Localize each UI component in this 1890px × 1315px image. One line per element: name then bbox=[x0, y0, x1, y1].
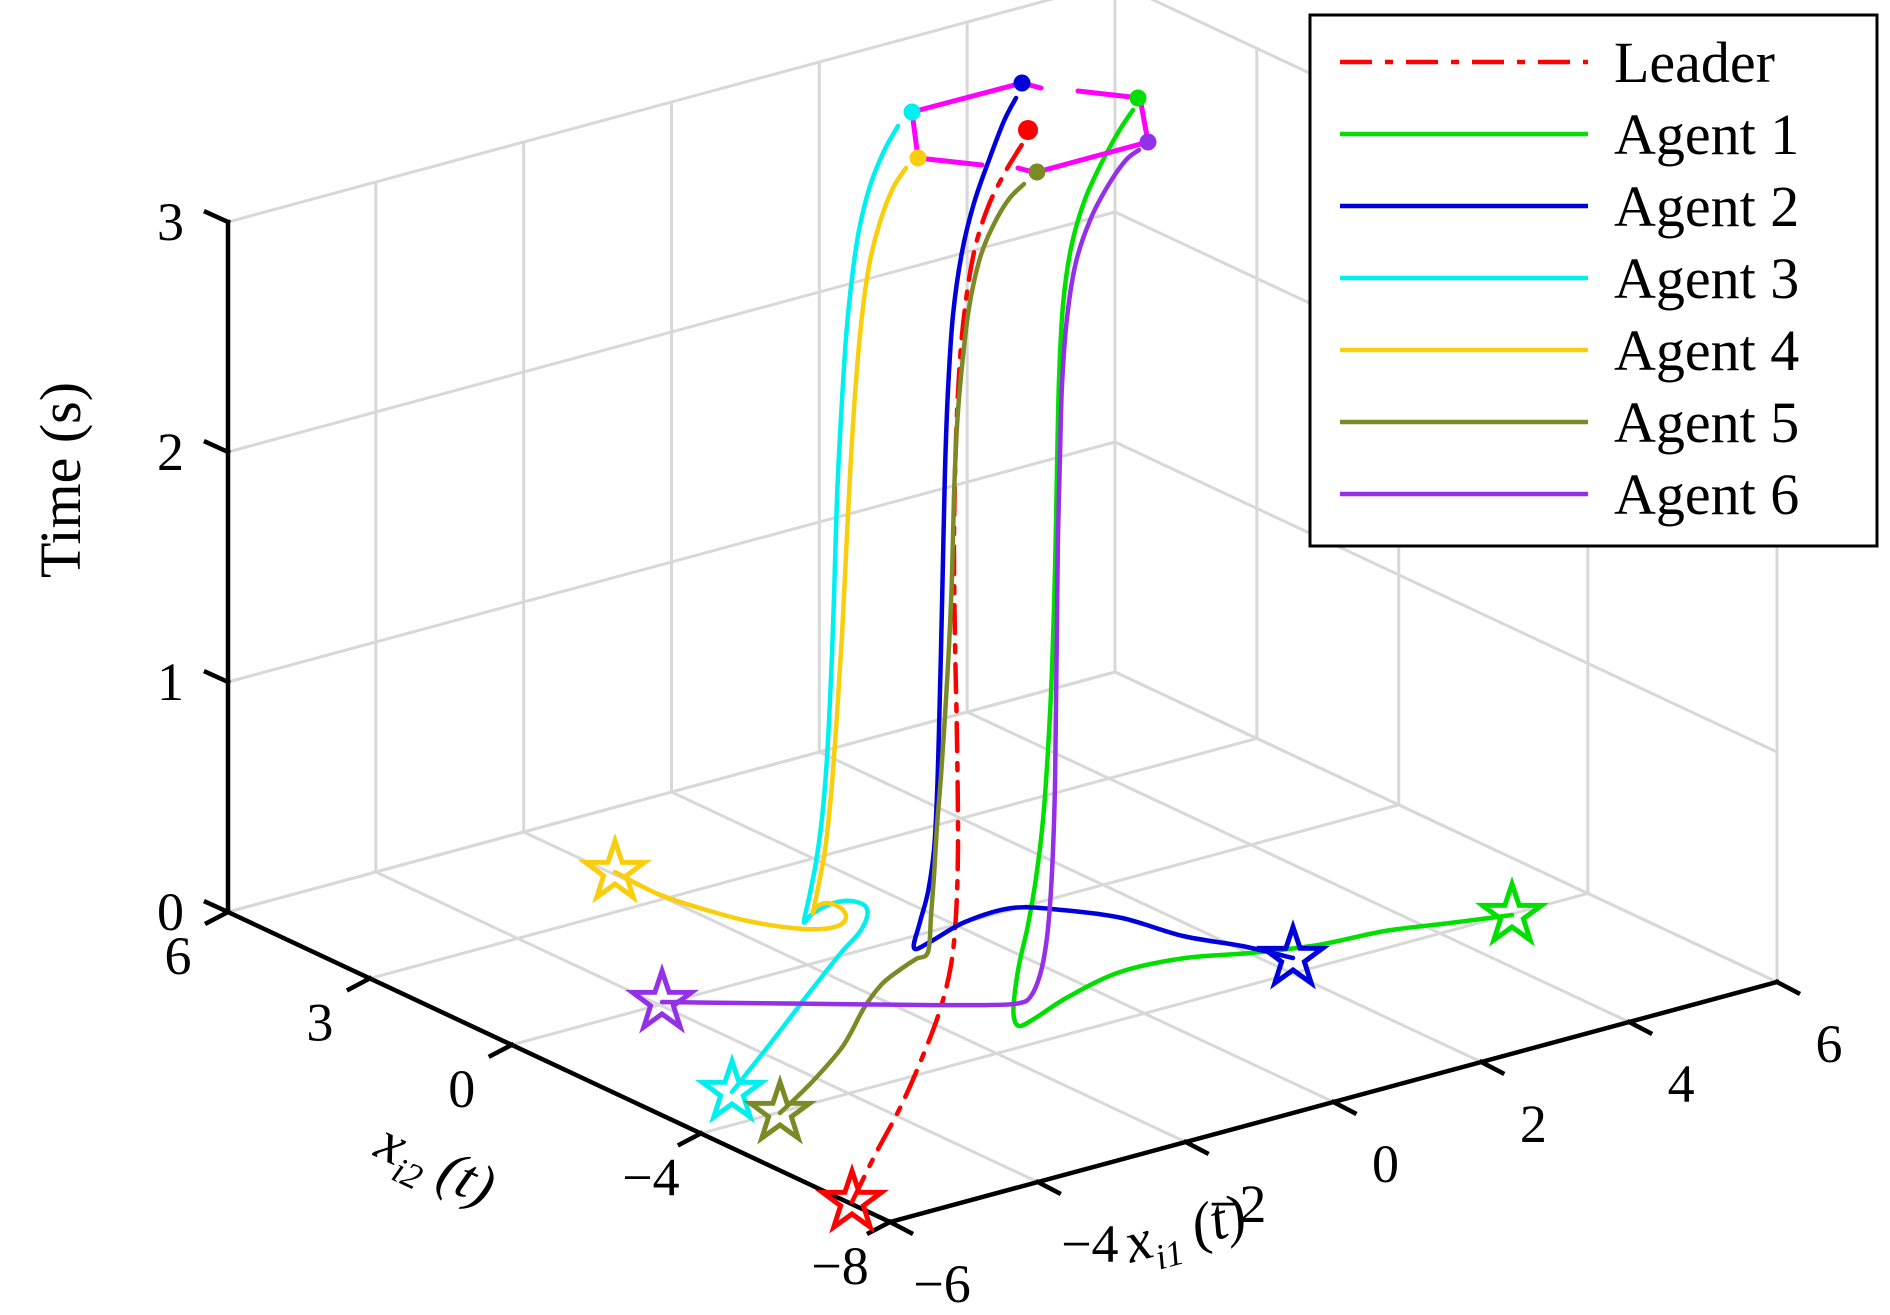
agent-1-trajectory bbox=[1011, 107, 1515, 1029]
x2-tick-mark bbox=[345, 975, 373, 993]
agent-2-start-star bbox=[1255, 919, 1331, 990]
legend-label-agent-6: Agent 6 bbox=[1614, 462, 1799, 527]
legend-item-agent-6: Agent 6 bbox=[1340, 462, 1799, 527]
x2-tick-label: 0 bbox=[448, 1059, 475, 1119]
leader-trajectory bbox=[849, 137, 1028, 1205]
x2-tick-label: −8 bbox=[811, 1236, 868, 1296]
legend: Leader Agent 1 Agent 2 Agent 3 Agent 4 Agent … bbox=[1308, 13, 1879, 548]
x1-tick-label: 2 bbox=[1520, 1094, 1547, 1154]
t-tick-mark bbox=[203, 209, 231, 225]
t-tick-mark bbox=[203, 899, 231, 915]
x1-tick-label: 0 bbox=[1372, 1134, 1399, 1194]
back-wall-time-grid-line bbox=[226, 670, 1117, 914]
t-tick-label: 1 bbox=[157, 652, 184, 712]
t-tick-label: 3 bbox=[157, 192, 184, 252]
x1-tick-mark bbox=[886, 1218, 915, 1237]
x1-tick-mark bbox=[1034, 1178, 1062, 1197]
trajectory-layer bbox=[612, 95, 1515, 1205]
axis-layer bbox=[203, 209, 1802, 1237]
legend-box bbox=[1308, 13, 1879, 548]
legend-item-agent-4: Agent 4 bbox=[1340, 318, 1799, 383]
x1-tick-label: −6 bbox=[913, 1254, 970, 1314]
agent-1-start-star bbox=[1474, 876, 1550, 947]
x2-tick-label: 3 bbox=[306, 992, 333, 1052]
agent-3-trajectory bbox=[729, 123, 901, 1095]
t-axis-title: Time (s) bbox=[28, 382, 93, 578]
legend-item-agent-5: Agent 5 bbox=[1340, 390, 1799, 455]
x1-tick-mark bbox=[1478, 1058, 1506, 1077]
legend-item-agent-3: Agent 3 bbox=[1340, 246, 1799, 311]
back-wall-time-grid-line bbox=[226, 0, 1055, 224]
legend-item-agent-2: Agent 2 bbox=[1340, 174, 1799, 239]
x1-tick-label: −4 bbox=[1061, 1214, 1118, 1274]
t-tick-mark bbox=[203, 439, 231, 455]
formation-edge bbox=[909, 80, 1025, 115]
t-axis-title-part: Time (s) bbox=[28, 382, 93, 578]
x1-tick-label: 4 bbox=[1668, 1054, 1695, 1114]
agent-2-end-dot bbox=[1013, 74, 1031, 92]
t-tick-mark bbox=[203, 669, 231, 685]
agent-2-trajectory bbox=[911, 95, 1296, 961]
legend-label-agent-5: Agent 5 bbox=[1614, 390, 1799, 455]
agent-1-end-dot bbox=[1129, 89, 1147, 107]
legend-item-leader: Leader bbox=[1340, 30, 1775, 95]
x2-tick-mark bbox=[676, 1130, 704, 1148]
leader-start-star bbox=[814, 1163, 890, 1234]
agent-5-trajectory bbox=[777, 181, 1027, 1116]
agent-4-trajectory bbox=[612, 165, 909, 932]
floor-grid-line bbox=[669, 790, 1336, 1104]
back-wall-time-grid-line bbox=[226, 210, 1117, 454]
x1-tick-mark bbox=[1773, 978, 1802, 997]
agent-6-start-star bbox=[624, 963, 700, 1034]
floor-grid-line bbox=[368, 736, 1259, 980]
x2-tick-label: −4 bbox=[622, 1147, 679, 1207]
t-tick-label: 2 bbox=[157, 422, 184, 482]
floor-grid-line bbox=[817, 750, 1483, 1064]
formation-edge bbox=[1034, 139, 1151, 175]
agent-3-end-dot bbox=[903, 103, 921, 121]
x1-tick-mark bbox=[1182, 1138, 1210, 1157]
agent-6-end-dot bbox=[1139, 133, 1157, 151]
t-tick-label: 0 bbox=[157, 882, 184, 942]
floor-grid-line bbox=[374, 870, 1040, 1184]
x2-axis-line bbox=[225, 909, 893, 1225]
agent-5-start-star bbox=[742, 1074, 818, 1145]
agent-4-end-dot bbox=[909, 149, 927, 167]
x2-tick-mark bbox=[487, 1041, 515, 1059]
x1-tick-mark bbox=[1330, 1098, 1358, 1117]
legend-label-agent-2: Agent 2 bbox=[1614, 174, 1799, 239]
agent-3-start-star bbox=[694, 1053, 770, 1124]
x1-tick-mark bbox=[1626, 1018, 1654, 1037]
legend-item-agent-1: Agent 1 bbox=[1340, 102, 1799, 167]
floor-grid-line bbox=[699, 891, 1590, 1135]
side-wall-time-grid-line bbox=[1113, 440, 1779, 754]
back-wall-time-grid-line bbox=[226, 440, 1117, 684]
formation-edge bbox=[915, 155, 985, 168]
marker-layer bbox=[577, 74, 1550, 1234]
agent-4-start-star bbox=[577, 833, 653, 904]
legend-label-agent-4: Agent 4 bbox=[1614, 318, 1799, 383]
floor-grid-line bbox=[965, 710, 1631, 1024]
x2-tick-label: 6 bbox=[164, 926, 191, 986]
x2-tick-mark bbox=[203, 908, 232, 927]
legend-label-agent-3: Agent 3 bbox=[1614, 246, 1799, 311]
side-wall-time-grid-line bbox=[1113, 670, 1779, 984]
leader-end-dot bbox=[1018, 120, 1038, 140]
agent-6-trajectory bbox=[659, 147, 1142, 1008]
x1-tick-label: −2 bbox=[1209, 1174, 1266, 1234]
x1-tick-label: 6 bbox=[1816, 1014, 1843, 1074]
legend-label-leader: Leader bbox=[1614, 30, 1775, 95]
legend-label-agent-1: Agent 1 bbox=[1614, 102, 1799, 167]
agent-5-end-dot bbox=[1028, 163, 1046, 181]
